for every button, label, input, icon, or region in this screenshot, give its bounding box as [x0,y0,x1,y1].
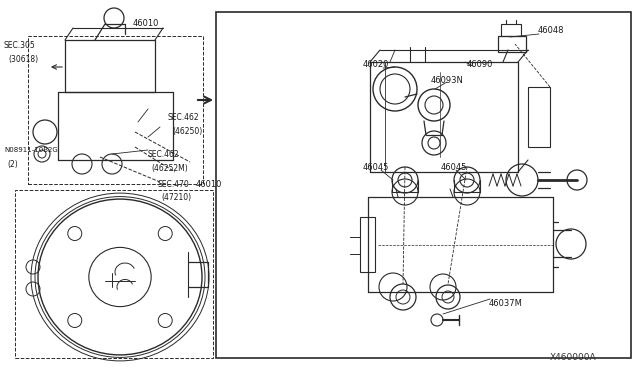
Text: 46037M: 46037M [489,298,523,308]
Text: N08911-10B2G: N08911-10B2G [4,147,58,153]
Bar [498,36,526,52]
Bar [216,12,631,358]
Text: 46020: 46020 [363,60,389,68]
Text: SEC.470: SEC.470 [158,180,189,189]
Text: (30618): (30618) [8,55,38,64]
Text: 46093N: 46093N [431,76,464,84]
Text: (2): (2) [7,160,18,169]
Text: SEC.305: SEC.305 [4,41,36,49]
Bar [501,24,521,36]
Text: 46010: 46010 [133,19,159,28]
Bar [28,36,203,184]
Text: 46010: 46010 [196,180,222,189]
Text: (46250): (46250) [172,126,202,135]
Bar [528,87,550,147]
Text: 46090: 46090 [467,60,493,68]
Text: SEC.462: SEC.462 [148,150,180,158]
Text: (46252M): (46252M) [151,164,188,173]
Text: 46045: 46045 [441,163,467,171]
Text: (47210): (47210) [161,192,191,202]
Text: X460000A: X460000A [550,353,596,362]
Text: SEC.462: SEC.462 [168,112,200,122]
Bar [15,190,213,358]
Text: 46045: 46045 [363,163,389,171]
Text: 46048: 46048 [538,26,564,35]
Bar [360,217,375,272]
